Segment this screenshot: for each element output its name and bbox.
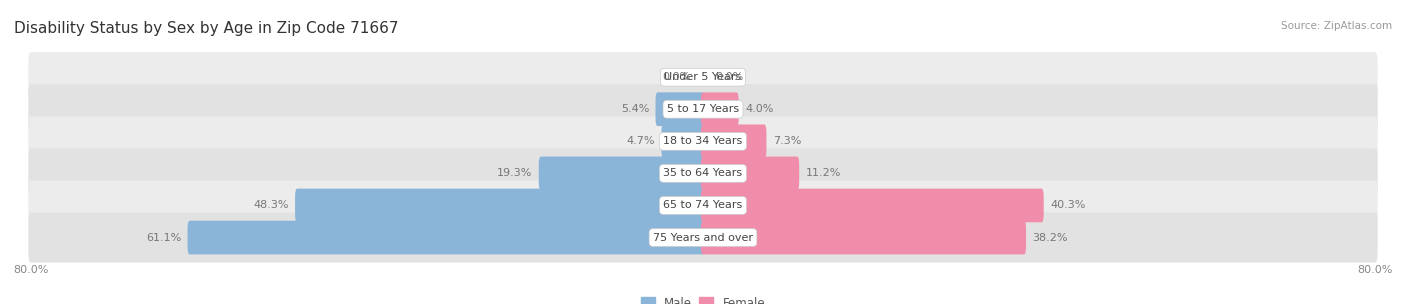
- Text: 65 to 74 Years: 65 to 74 Years: [664, 200, 742, 210]
- FancyBboxPatch shape: [28, 52, 1378, 102]
- Text: 4.7%: 4.7%: [627, 136, 655, 146]
- FancyBboxPatch shape: [702, 124, 766, 158]
- FancyBboxPatch shape: [28, 116, 1378, 166]
- FancyBboxPatch shape: [702, 221, 1026, 254]
- FancyBboxPatch shape: [702, 157, 799, 190]
- Text: 75 Years and over: 75 Years and over: [652, 233, 754, 243]
- FancyBboxPatch shape: [655, 92, 704, 126]
- Text: 0.0%: 0.0%: [716, 72, 744, 82]
- FancyBboxPatch shape: [702, 189, 1043, 222]
- FancyBboxPatch shape: [28, 84, 1378, 134]
- Legend: Male, Female: Male, Female: [641, 296, 765, 304]
- Text: 7.3%: 7.3%: [773, 136, 801, 146]
- Text: Under 5 Years: Under 5 Years: [665, 72, 741, 82]
- Text: 18 to 34 Years: 18 to 34 Years: [664, 136, 742, 146]
- Text: 38.2%: 38.2%: [1032, 233, 1067, 243]
- Text: Source: ZipAtlas.com: Source: ZipAtlas.com: [1281, 21, 1392, 31]
- FancyBboxPatch shape: [702, 92, 738, 126]
- Text: 40.3%: 40.3%: [1050, 200, 1085, 210]
- Text: 5 to 17 Years: 5 to 17 Years: [666, 104, 740, 114]
- FancyBboxPatch shape: [661, 124, 704, 158]
- Text: 61.1%: 61.1%: [146, 233, 181, 243]
- Text: 35 to 64 Years: 35 to 64 Years: [664, 168, 742, 178]
- FancyBboxPatch shape: [28, 148, 1378, 199]
- FancyBboxPatch shape: [295, 189, 704, 222]
- Text: 4.0%: 4.0%: [745, 104, 773, 114]
- Text: Disability Status by Sex by Age in Zip Code 71667: Disability Status by Sex by Age in Zip C…: [14, 21, 398, 36]
- FancyBboxPatch shape: [28, 181, 1378, 230]
- Text: 5.4%: 5.4%: [621, 104, 650, 114]
- Text: 11.2%: 11.2%: [806, 168, 841, 178]
- Text: 19.3%: 19.3%: [498, 168, 533, 178]
- FancyBboxPatch shape: [538, 157, 704, 190]
- FancyBboxPatch shape: [28, 212, 1378, 263]
- FancyBboxPatch shape: [187, 221, 704, 254]
- Text: 48.3%: 48.3%: [253, 200, 288, 210]
- Text: 0.0%: 0.0%: [662, 72, 690, 82]
